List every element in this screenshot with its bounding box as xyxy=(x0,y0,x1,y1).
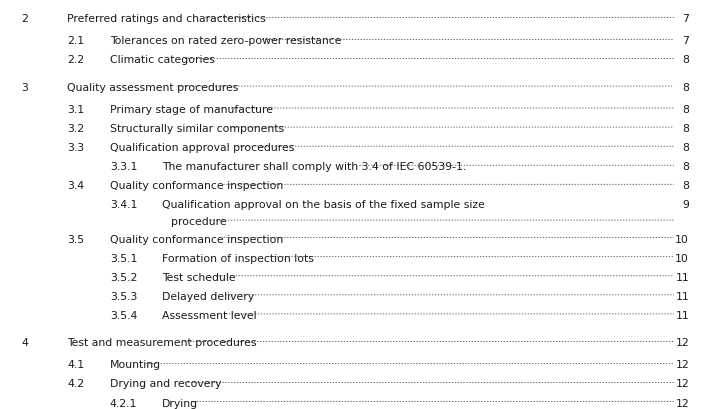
Text: Preferred ratings and characteristics: Preferred ratings and characteristics xyxy=(67,14,266,24)
Text: 8: 8 xyxy=(682,143,689,153)
Text: Assessment level: Assessment level xyxy=(162,310,256,320)
Text: 10: 10 xyxy=(675,253,689,263)
Text: 3.4.1: 3.4.1 xyxy=(110,200,138,210)
Text: 3.4: 3.4 xyxy=(67,181,84,191)
Text: 12: 12 xyxy=(676,360,689,369)
Text: 3: 3 xyxy=(21,83,28,93)
Text: Delayed delivery: Delayed delivery xyxy=(162,291,254,301)
Text: 2: 2 xyxy=(21,14,28,24)
Text: 4.2: 4.2 xyxy=(67,378,84,389)
Text: Test schedule: Test schedule xyxy=(162,272,235,282)
Text: 9: 9 xyxy=(682,200,689,210)
Text: Quality conformance inspection: Quality conformance inspection xyxy=(110,181,283,191)
Text: 12: 12 xyxy=(676,398,689,407)
Text: Formation of inspection lots: Formation of inspection lots xyxy=(162,253,313,263)
Text: 7: 7 xyxy=(682,36,689,46)
Text: 11: 11 xyxy=(676,272,689,282)
Text: Climatic categories: Climatic categories xyxy=(110,55,215,65)
Text: Quality conformance inspection: Quality conformance inspection xyxy=(110,234,283,244)
Text: 8: 8 xyxy=(682,162,689,172)
Text: Drying and recovery: Drying and recovery xyxy=(110,378,221,389)
Text: 3.5: 3.5 xyxy=(67,234,84,244)
Text: Structurally similar components: Structurally similar components xyxy=(110,124,284,134)
Text: 8: 8 xyxy=(682,105,689,115)
Text: 12: 12 xyxy=(676,337,689,348)
Text: Mounting: Mounting xyxy=(110,360,161,369)
Text: 8: 8 xyxy=(682,181,689,191)
Text: 3.5.3: 3.5.3 xyxy=(110,291,138,301)
Text: 11: 11 xyxy=(676,310,689,320)
Text: Drying: Drying xyxy=(162,398,198,407)
Text: 8: 8 xyxy=(682,55,689,65)
Text: 3.3.1: 3.3.1 xyxy=(110,162,138,172)
Text: Quality assessment procedures: Quality assessment procedures xyxy=(67,83,239,93)
Text: 4.1: 4.1 xyxy=(67,360,84,369)
Text: 12: 12 xyxy=(676,378,689,389)
Text: 2.2: 2.2 xyxy=(67,55,84,65)
Text: 11: 11 xyxy=(676,291,689,301)
Text: 3.1: 3.1 xyxy=(67,105,84,115)
Text: 2.1: 2.1 xyxy=(67,36,84,46)
Text: procedure: procedure xyxy=(171,216,226,227)
Text: 8: 8 xyxy=(682,83,689,93)
Text: 10: 10 xyxy=(675,234,689,244)
Text: 8: 8 xyxy=(682,124,689,134)
Text: 3.5.4: 3.5.4 xyxy=(110,310,138,320)
Text: 7: 7 xyxy=(682,14,689,24)
Text: 4.2.1: 4.2.1 xyxy=(110,398,138,407)
Text: 3.2: 3.2 xyxy=(67,124,84,134)
Text: Qualification approval procedures: Qualification approval procedures xyxy=(110,143,294,153)
Text: Qualification approval on the basis of the fixed sample size: Qualification approval on the basis of t… xyxy=(162,200,484,210)
Text: 4: 4 xyxy=(21,337,28,348)
Text: The manufacturer shall comply with 3.4 of IEC 60539-1.: The manufacturer shall comply with 3.4 o… xyxy=(162,162,466,172)
Text: Primary stage of manufacture: Primary stage of manufacture xyxy=(110,105,273,115)
Text: Tolerances on rated zero-power resistance: Tolerances on rated zero-power resistanc… xyxy=(110,36,342,46)
Text: 3.5.2: 3.5.2 xyxy=(110,272,138,282)
Text: 3.5.1: 3.5.1 xyxy=(110,253,138,263)
Text: 3.3: 3.3 xyxy=(67,143,84,153)
Text: Test and measurement procedures: Test and measurement procedures xyxy=(67,337,257,348)
